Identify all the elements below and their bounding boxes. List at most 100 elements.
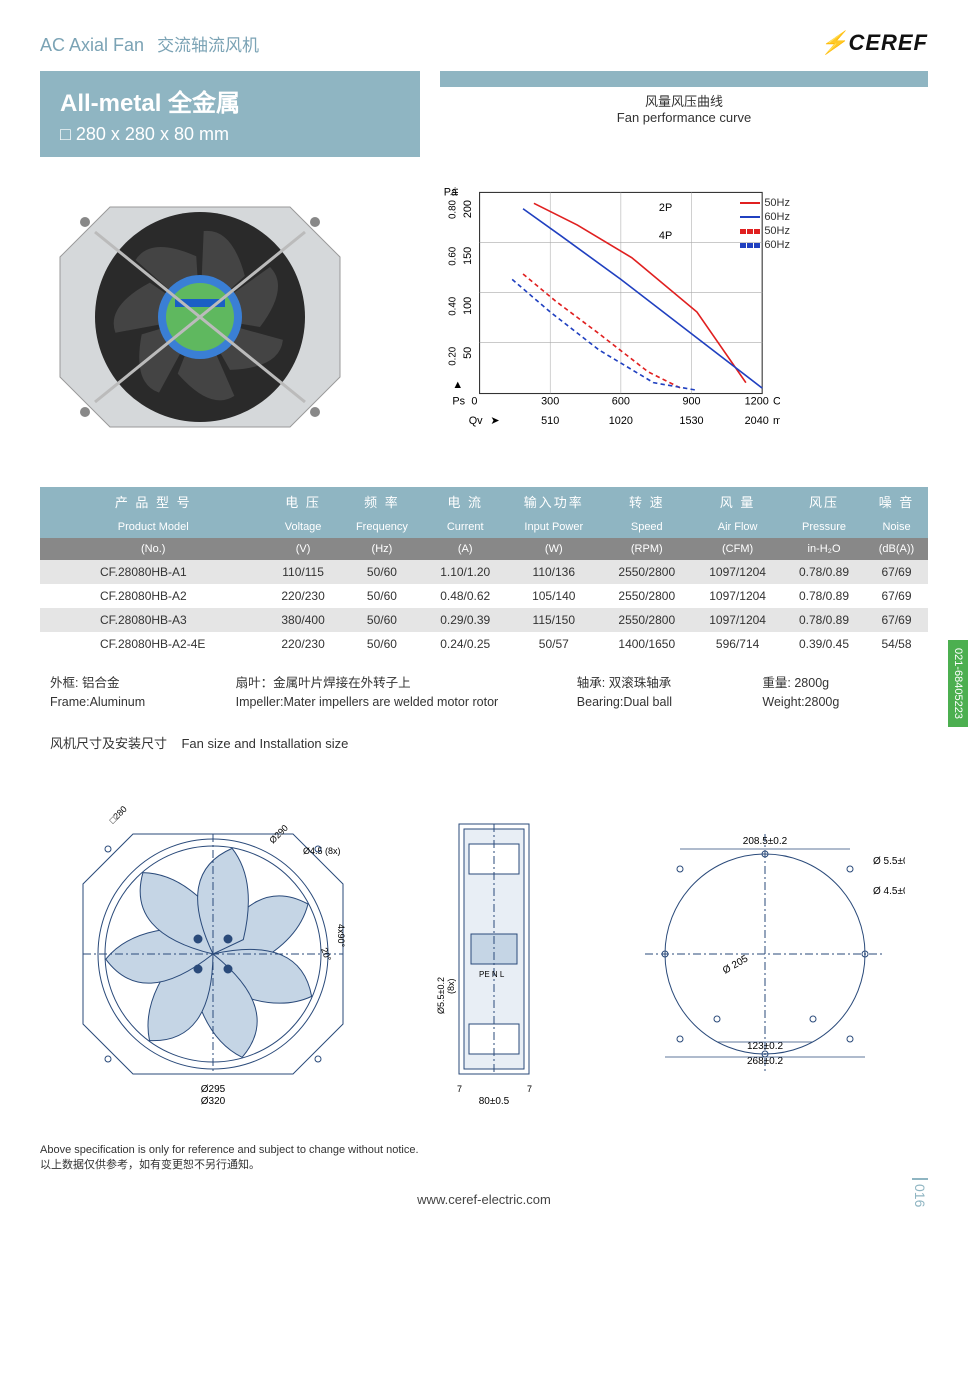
svg-text:Qv: Qv xyxy=(469,415,483,427)
table-header: (A) xyxy=(424,538,506,560)
table-header: 风 量 xyxy=(692,487,783,516)
table-row: CF.28080HB-A2-4E220/23050/600.24/0.2550/… xyxy=(40,632,928,656)
svg-text:➤: ➤ xyxy=(490,415,499,427)
table-header: (Hz) xyxy=(340,538,425,560)
svg-text:7: 7 xyxy=(457,1084,462,1094)
table-header: Voltage xyxy=(266,516,339,538)
svg-text:600: 600 xyxy=(612,395,630,407)
table-header: (W) xyxy=(506,538,601,560)
svg-text:900: 900 xyxy=(682,395,700,407)
svg-text:200: 200 xyxy=(462,200,474,218)
table-header: (No.) xyxy=(40,538,266,560)
svg-text:1020: 1020 xyxy=(609,415,633,427)
svg-text:(8x): (8x) xyxy=(446,978,456,994)
svg-text:PE N L: PE N L xyxy=(479,970,505,979)
svg-text:300: 300 xyxy=(541,395,559,407)
svg-text:123±0.2: 123±0.2 xyxy=(747,1041,784,1052)
table-header: Product Model xyxy=(40,516,266,538)
svg-text:Ø320: Ø320 xyxy=(201,1096,226,1107)
table-row: CF.28080HB-A2220/23050/600.48/0.62105/14… xyxy=(40,584,928,608)
table-header: Current xyxy=(424,516,506,538)
svg-text:4x90°: 4x90° xyxy=(336,924,346,948)
svg-text:0: 0 xyxy=(471,395,477,407)
table-header: 电 流 xyxy=(424,487,506,516)
chart-legend: 50Hz 60Hz 50Hz 60Hz xyxy=(740,197,790,253)
svg-text:0.20: 0.20 xyxy=(448,346,459,366)
table-header: Speed xyxy=(601,516,692,538)
table-header: 电 压 xyxy=(266,487,339,516)
table-header: (RPM) xyxy=(601,538,692,560)
svg-text:in-H₂O: in-H₂O xyxy=(450,187,461,196)
curve-title-en: Fan performance curve xyxy=(440,110,928,125)
footnote: Above specification is only for referenc… xyxy=(40,1144,928,1172)
side-contact-tag: 021-68405223 xyxy=(948,640,968,727)
page-header: AC Axial Fan 交流轴流风机 ⚡CEREF xyxy=(40,30,928,56)
svg-text:100: 100 xyxy=(462,297,474,315)
table-header: 转 速 xyxy=(601,487,692,516)
table-header: Noise xyxy=(865,516,928,538)
svg-text:50: 50 xyxy=(462,347,474,359)
table-header: in-H₂O xyxy=(783,538,865,560)
technical-drawings: Ø320 Ø295 Ø4.5 (8x) □280 Ø290 4x90° 20° xyxy=(40,794,928,1114)
page-footer: www.ceref-electric.com 016 xyxy=(40,1192,928,1207)
svg-text:Ø5.5±0.2: Ø5.5±0.2 xyxy=(436,977,446,1014)
product-title-box: All-metal 全金属 □ 280 x 280 x 80 mm xyxy=(40,71,420,157)
svg-text:Ø 205: Ø 205 xyxy=(721,953,750,976)
table-header: Frequency xyxy=(340,516,425,538)
svg-text:2P: 2P xyxy=(659,202,672,214)
svg-text:1200: 1200 xyxy=(745,395,769,407)
category-cn: 交流轴流风机 xyxy=(157,36,259,55)
table-row: CF.28080HB-A3380/40050/600.29/0.39115/15… xyxy=(40,608,928,632)
table-header: 产 品 型 号 xyxy=(40,487,266,516)
product-name-en: All-metal xyxy=(60,90,161,117)
curve-title-cn: 风量风压曲线 xyxy=(440,91,928,110)
svg-text:208.5±0.2: 208.5±0.2 xyxy=(743,836,788,847)
svg-text:0.60: 0.60 xyxy=(448,246,459,266)
spec-table: 产 品 型 号电 压频 率电 流输入功率转 速风 量风压噪 音 Product … xyxy=(40,487,928,656)
svg-text:Ps: Ps xyxy=(452,395,465,407)
material-specs: 外框: 铝合金 Frame:Aluminum 扇叶：金属叶片焊接在外转子上 Im… xyxy=(40,660,928,721)
drawing-front: Ø320 Ø295 Ø4.5 (8x) □280 Ø290 4x90° 20° xyxy=(63,794,363,1114)
table-header: 输入功率 xyxy=(506,487,601,516)
svg-text:510: 510 xyxy=(541,415,559,427)
svg-text:Ø295: Ø295 xyxy=(201,1084,226,1095)
svg-text:150: 150 xyxy=(462,247,474,265)
website-url: www.ceref-electric.com xyxy=(417,1192,551,1207)
table-header: (dB(A)) xyxy=(865,538,928,560)
page-number: 016 xyxy=(912,1178,928,1207)
svg-text:1530: 1530 xyxy=(679,415,703,427)
svg-text:0.80: 0.80 xyxy=(448,199,459,219)
product-dimensions: □ 280 x 280 x 80 mm xyxy=(60,124,400,145)
svg-text:□280: □280 xyxy=(107,804,129,826)
svg-text:7: 7 xyxy=(527,1084,532,1094)
svg-text:▲: ▲ xyxy=(452,379,463,391)
table-header: 风压 xyxy=(783,487,865,516)
table-row: CF.28080HB-A1110/11550/601.10/1.20110/13… xyxy=(40,560,928,584)
svg-text:Ø4.5 (8x): Ø4.5 (8x) xyxy=(303,846,341,856)
table-header: Pressure xyxy=(783,516,865,538)
svg-text:4P: 4P xyxy=(659,230,672,242)
install-title: 风机尺寸及安装尺寸 Fan size and Installation size xyxy=(40,721,928,764)
drawing-mount: 208.5±0.2 Ø 5.5±0.2 Ø 4.5±0.2 Ø 205 123±… xyxy=(625,794,905,1114)
drawing-side: 80±0.5 7 7 Ø5.5±0.2 (8x) PE N L xyxy=(429,794,559,1114)
product-image xyxy=(40,177,360,457)
brand-logo: ⚡CEREF xyxy=(820,30,928,56)
svg-text:CFM: CFM xyxy=(773,395,780,407)
product-name-cn: 全金属 xyxy=(168,90,240,117)
performance-chart: 0 300 600 900 1200 CFM 510 1020 1530 204… xyxy=(400,177,928,437)
svg-text:0.40: 0.40 xyxy=(448,296,459,316)
table-header: 频 率 xyxy=(340,487,425,516)
table-header: Input Power xyxy=(506,516,601,538)
category-en: AC Axial Fan xyxy=(40,35,144,55)
svg-text:80±0.5: 80±0.5 xyxy=(479,1096,510,1107)
svg-text:2040: 2040 xyxy=(745,415,769,427)
svg-text:Ø 5.5±0.2: Ø 5.5±0.2 xyxy=(873,856,905,867)
curve-header-bar xyxy=(440,71,928,87)
table-header: (V) xyxy=(266,538,339,560)
svg-text:268±0.2: 268±0.2 xyxy=(747,1056,784,1067)
svg-text:Ø 4.5±0.2: Ø 4.5±0.2 xyxy=(873,886,905,897)
table-header: 噪 音 xyxy=(865,487,928,516)
svg-text:m³/h: m³/h xyxy=(773,415,780,427)
table-header: (CFM) xyxy=(692,538,783,560)
table-header: Air Flow xyxy=(692,516,783,538)
